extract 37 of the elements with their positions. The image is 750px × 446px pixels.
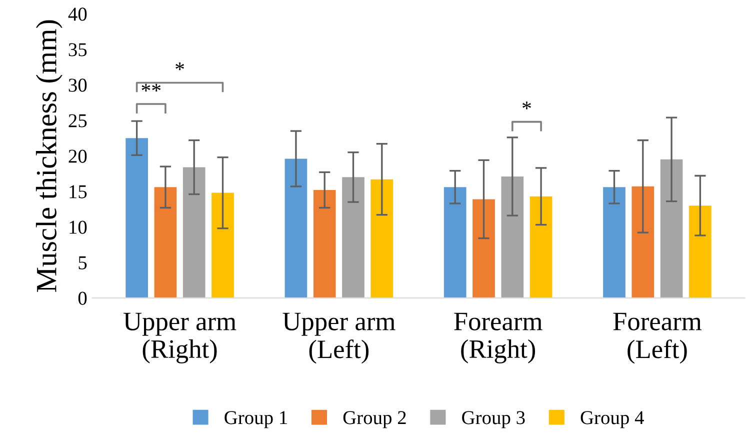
annotation: * [176, 62, 184, 70]
bar [444, 187, 466, 298]
bar [212, 192, 234, 298]
annotation: * [522, 102, 531, 110]
bar [370, 179, 394, 298]
legend-label: Group 1 [224, 411, 287, 428]
x-tick-label: Forearm (Right) [454, 312, 542, 364]
bar [603, 187, 626, 298]
bar [632, 186, 654, 298]
bar [501, 176, 524, 298]
y-axis-title: Muscle thickness (mm) [36, 20, 62, 292]
bar [154, 187, 177, 298]
bar [313, 190, 336, 298]
bar [284, 158, 308, 298]
bar [530, 196, 552, 298]
y-tick-label: 15 [70, 185, 87, 198]
legend-label: Group 4 [580, 411, 644, 428]
bar [660, 159, 683, 298]
bar [126, 138, 148, 298]
bar [472, 199, 495, 298]
y-tick-label: 40 [68, 8, 87, 21]
x-tick-label: Upper arm (Left) [282, 312, 396, 364]
y-tick-label: 20 [68, 150, 87, 163]
y-tick-label: 35 [68, 43, 87, 56]
y-tick-label: 5 [78, 256, 87, 270]
x-tick-label: Upper arm (Right) [124, 312, 236, 364]
bar [342, 177, 364, 298]
y-tick-label: 25 [68, 114, 87, 128]
annotation: ** [142, 84, 161, 92]
legend-label: Group 2 [343, 411, 406, 428]
bar [182, 167, 206, 298]
y-tick-label: 30 [68, 78, 87, 92]
bar [689, 206, 712, 298]
x-tick-label: Forearm (Left) [613, 312, 702, 364]
y-tick-label: 10 [70, 220, 87, 234]
y-tick-label: 0 [78, 292, 87, 305]
legend-label: Group 3 [462, 411, 525, 428]
